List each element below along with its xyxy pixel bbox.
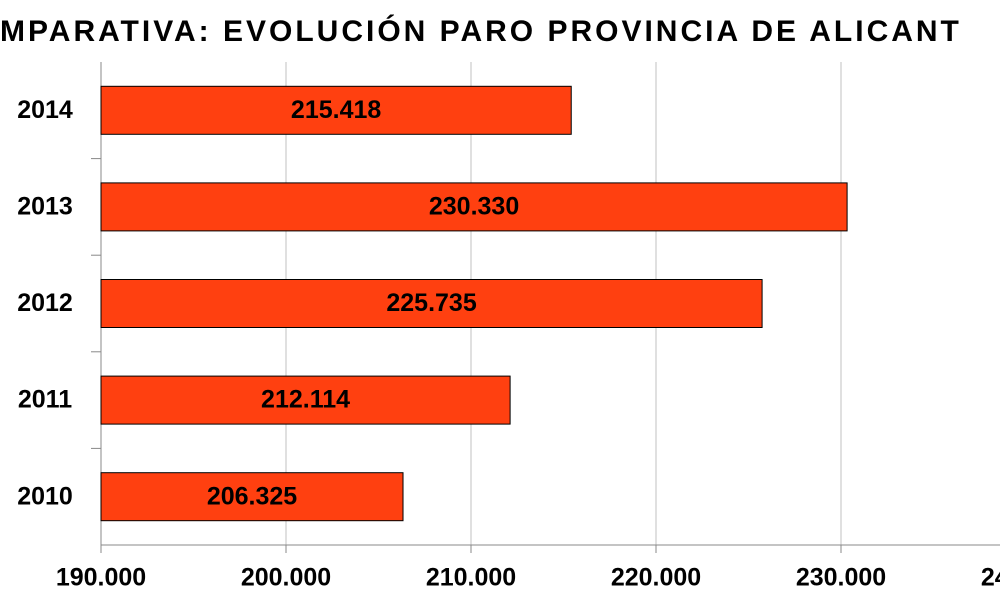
- x-tick-label: 210.000: [426, 564, 516, 592]
- x-tick-label: 220.000: [611, 564, 701, 592]
- bar: [100, 472, 404, 522]
- chart-title: MPARATIVA: EVOLUCIÓN PARO PROVINCIA DE A…: [0, 14, 962, 48]
- bar: [100, 182, 848, 232]
- x-tick-label: 190.000: [56, 564, 146, 592]
- bar: [100, 85, 572, 135]
- data-label: 230.330: [429, 193, 519, 221]
- x-tick-label: 240.000: [981, 564, 1000, 592]
- y-tick-label: 2012: [17, 289, 73, 317]
- y-tick-label: 2014: [17, 96, 73, 124]
- y-tick-label: 2013: [17, 193, 73, 221]
- y-tick-label: 2011: [18, 386, 72, 414]
- data-label: 215.418: [291, 96, 381, 124]
- x-tick-label: 200.000: [241, 564, 331, 592]
- data-label: 206.325: [207, 482, 297, 510]
- y-tick-label: 2010: [17, 482, 73, 510]
- bar: [100, 279, 763, 328]
- bar: [100, 375, 511, 425]
- x-tick-label: 230.000: [796, 564, 886, 592]
- data-label: 225.735: [386, 289, 476, 317]
- data-label: 212.114: [261, 386, 350, 414]
